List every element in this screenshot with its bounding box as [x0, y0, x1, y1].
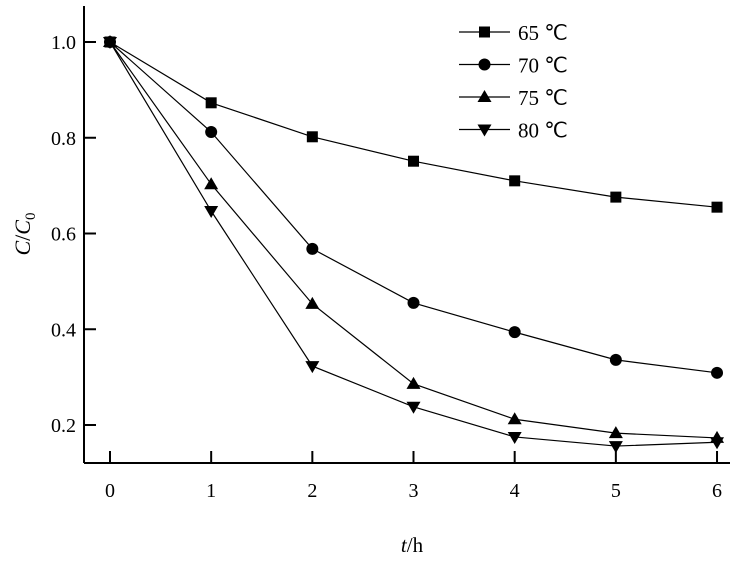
data-point: [509, 175, 521, 187]
data-point: [103, 37, 117, 49]
data-point: [406, 376, 421, 389]
y-tick-label: 0.4: [51, 319, 76, 341]
series-triangle-up: [103, 35, 725, 443]
data-point: [305, 296, 320, 309]
axes: 0 1 2 3 4 5 6 0.2 0.4 0.6 0.8 1.0: [51, 6, 730, 502]
x-tick-label: 5: [611, 480, 621, 502]
y-tick-label: 1.0: [51, 32, 76, 54]
legend-label: 80 ℃: [518, 119, 568, 143]
data-point: [608, 441, 623, 454]
y-axis-label: C/C0: [10, 213, 39, 256]
data-point: [608, 426, 623, 439]
legend-entry: 65 ℃: [459, 21, 568, 45]
x-tick-label: 0: [105, 480, 115, 502]
data-point: [711, 201, 723, 213]
data-point: [610, 191, 622, 203]
legend-marker: [477, 90, 492, 102]
data-point: [305, 361, 320, 374]
legend-entry: 80 ℃: [459, 119, 568, 143]
x-axis-label: t/h: [401, 533, 424, 557]
data-point: [710, 437, 725, 450]
x-tick-label: 6: [712, 480, 722, 502]
y-tick-label: 0.8: [51, 128, 76, 150]
data-point: [507, 412, 522, 425]
legend-label: 70 ℃: [518, 54, 568, 78]
data-point: [408, 155, 420, 167]
data-point: [306, 131, 318, 143]
data-point: [507, 431, 522, 444]
legend: 65 ℃ 70 ℃ 75 ℃ 80 ℃: [459, 21, 568, 143]
data-point: [508, 326, 521, 339]
legend-marker: [479, 26, 490, 38]
x-tick-label: 3: [409, 480, 419, 502]
data-point: [205, 126, 218, 139]
series-circle: [104, 36, 724, 379]
data-point: [407, 296, 420, 309]
data-point: [306, 242, 319, 255]
series-line: [109, 41, 718, 374]
series-square: [104, 36, 723, 213]
y-tick-label: 0.2: [51, 415, 76, 437]
data-point: [609, 353, 622, 366]
series-triangle-down: [103, 37, 725, 454]
data-point: [406, 401, 421, 414]
series-layer: [103, 35, 725, 454]
x-tick-label: 2: [307, 480, 317, 502]
legend-entry: 75 ℃: [459, 86, 568, 110]
legend-entry: 70 ℃: [459, 54, 568, 78]
legend-label: 65 ℃: [518, 21, 568, 45]
x-tick-label: 1: [206, 480, 216, 502]
y-tick-label: 0.6: [51, 224, 76, 246]
data-point: [205, 97, 217, 109]
legend-marker: [478, 58, 491, 71]
data-point: [204, 177, 219, 190]
data-point: [711, 366, 724, 379]
legend-label: 75 ℃: [518, 86, 568, 110]
x-tick-label: 4: [510, 480, 520, 502]
series-line: [109, 41, 718, 208]
data-point: [204, 205, 219, 218]
legend-marker: [477, 124, 492, 137]
